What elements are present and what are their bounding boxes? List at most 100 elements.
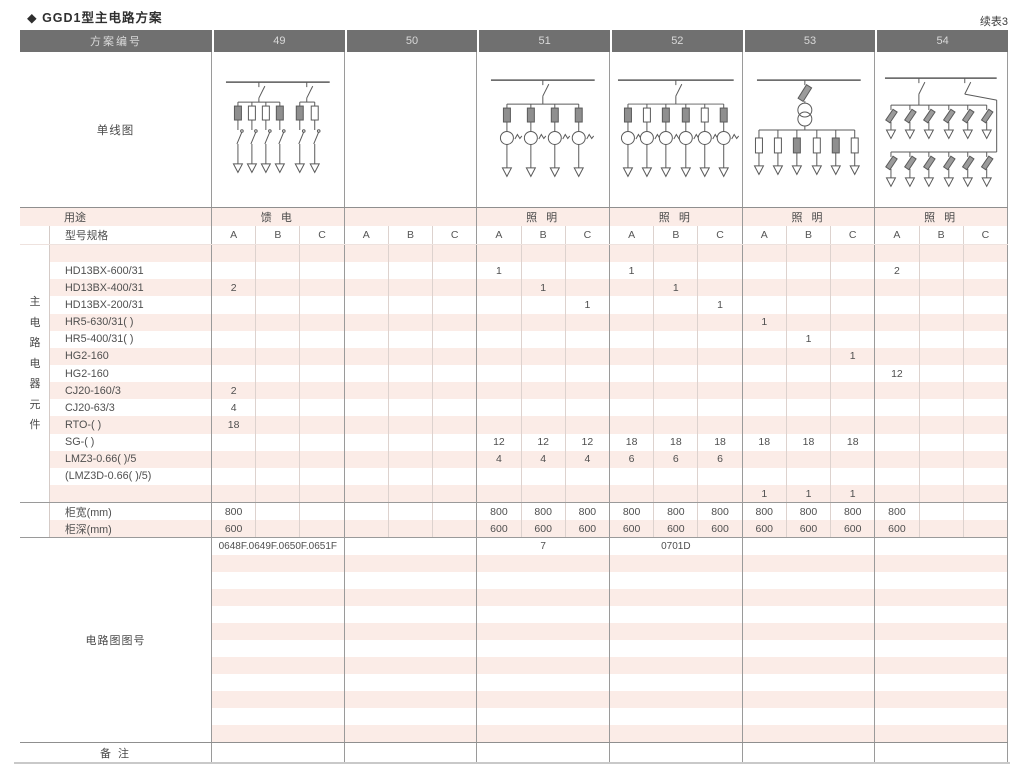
section-label-main-circuit-components: 主 电 路 电 器 元 件: [29, 296, 41, 431]
value-cell: [389, 364, 434, 383]
value-cell: [256, 450, 301, 468]
empty-cell: [477, 640, 610, 658]
value-cell: [875, 382, 920, 400]
vertical-label-spacer: [20, 433, 50, 451]
figure-empty-row: [212, 640, 1008, 658]
single-line-diagram-54: [875, 52, 1008, 207]
value-cell: [920, 467, 964, 485]
empty-cell: [345, 572, 478, 590]
value-cell: [212, 347, 257, 365]
value-cell: [344, 313, 389, 331]
value-cell: [256, 416, 301, 434]
empty-cell: [875, 657, 1008, 675]
value-cell: [300, 467, 345, 485]
value-cell: 800: [522, 503, 566, 521]
value-cell: [256, 347, 301, 365]
value-cell: 600: [654, 520, 699, 538]
value-cell: [433, 416, 478, 434]
value-cell: [345, 330, 389, 348]
component-row: CJ20-63/3 4: [20, 399, 1008, 417]
value-cell: [388, 416, 434, 434]
continuation-label: 续表3: [979, 16, 1008, 28]
empty-cell: [477, 623, 610, 641]
empty-cell: [610, 674, 743, 692]
value-cell: [875, 450, 920, 468]
remarks-cell: [875, 743, 1008, 763]
empty-cell: [477, 691, 610, 709]
value-cell: 800: [654, 503, 699, 521]
value-cell: 600: [477, 520, 522, 538]
value-cell: [521, 313, 566, 331]
value-cell: [786, 382, 832, 400]
vertical-label-spacer: [20, 296, 50, 314]
value-cell: [964, 330, 1008, 348]
value-cell: [654, 467, 699, 485]
value-cell: [389, 433, 434, 451]
phase-header: B: [256, 226, 301, 244]
value-cell: 800: [875, 503, 920, 521]
remarks-label: 备 注: [20, 743, 212, 763]
value-cell: [831, 279, 876, 297]
value-cell: [786, 313, 832, 331]
phase-header: C: [698, 226, 743, 244]
value-cell: [565, 484, 610, 503]
value-cell: [964, 364, 1008, 383]
component-name: [50, 484, 212, 503]
figure-number-cell: 0701D: [610, 538, 743, 556]
empty-cell: [743, 708, 876, 726]
empty-cell: [610, 589, 743, 607]
component-row: CJ20-160/3 2: [20, 382, 1008, 400]
empty-cell: [345, 606, 478, 624]
empty-cell: [610, 606, 743, 624]
component-row: (LMZ3D-0.66( )/5): [20, 467, 1008, 485]
value-cell: [345, 399, 389, 417]
value-cell: [920, 364, 964, 383]
value-cell: [964, 296, 1008, 314]
value-cell: [522, 399, 566, 417]
value-cell: [698, 245, 743, 263]
value-cell: [300, 262, 345, 280]
value-cell: [742, 450, 787, 468]
scheme-number-header: 方案编号: [90, 36, 142, 48]
remarks-cell: [212, 743, 345, 763]
value-cell: [743, 262, 787, 280]
value-cell: [565, 347, 610, 365]
empty-cell: [610, 708, 743, 726]
usage-value: 照 明: [875, 208, 1008, 226]
value-cell: 600: [565, 520, 610, 538]
value-cell: [786, 416, 832, 434]
phase-header: B: [522, 226, 566, 244]
value-cell: [389, 330, 434, 348]
component-row: HR5-400/31( ) 1: [20, 330, 1008, 348]
value-cell: [831, 382, 876, 400]
empty-cell: [212, 589, 345, 607]
value-cell: 1: [610, 262, 655, 280]
value-cell: 12: [875, 364, 920, 383]
value-cell: 4: [521, 450, 566, 468]
usage-row: 用途馈 电照 明照 明照 明照 明: [20, 207, 1008, 226]
scheme-table: 方案编号 49 50 51 52 53 54 单线图 用途馈 电照 明照 明照 明照 明型号规格…: [20, 30, 1008, 764]
value-cell: [300, 313, 345, 331]
diagram-svg-49: [225, 81, 330, 174]
value-cell: [522, 467, 566, 485]
value-cell: [565, 313, 610, 331]
value-cell: [344, 245, 389, 263]
value-cell: 600: [609, 520, 655, 538]
vertical-label-spacer: [20, 364, 50, 383]
value-cell: [698, 484, 743, 503]
component-row: HG2-160 1: [20, 347, 1008, 365]
value-cell: 1: [698, 296, 743, 314]
value-cell: [787, 399, 832, 417]
value-cell: [743, 364, 787, 383]
vertical-label-spacer: [20, 399, 50, 417]
value-cell: [565, 382, 610, 400]
phase-header: A: [477, 226, 522, 244]
value-cell: [698, 313, 743, 331]
value-cell: [609, 382, 655, 400]
component-row: RTO-( ) 18: [20, 416, 1008, 434]
value-cell: [786, 279, 832, 297]
value-cell: 18: [654, 433, 699, 451]
value-cell: 1: [742, 484, 787, 503]
value-cell: [654, 364, 699, 383]
value-cell: 1: [831, 347, 876, 365]
